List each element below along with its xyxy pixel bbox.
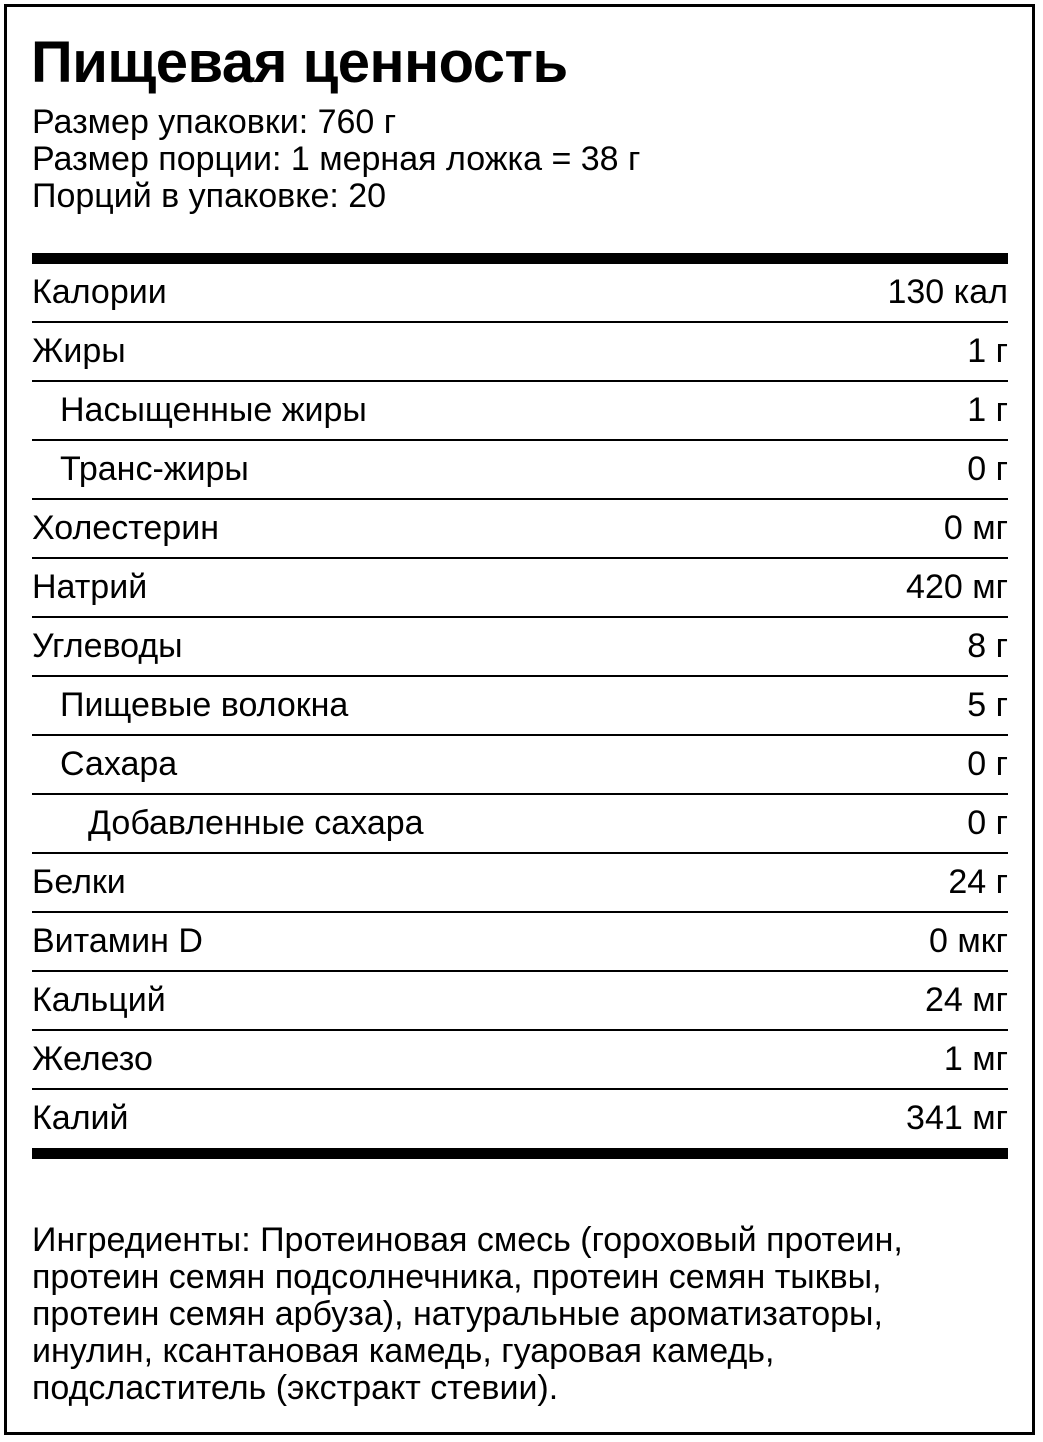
nutrient-label: Кальций [32,981,166,1019]
nutrient-value: 420 мг [906,568,1008,606]
nutrient-row: Сахара 0 г [32,736,1008,795]
nutrient-label: Сахара [60,745,178,783]
nutrient-row: Белки 24 г [32,854,1008,913]
nutrient-label: Насыщенные жиры [60,391,367,429]
nutrient-value: 0 г [967,450,1008,488]
nutrient-value: 24 мг [924,981,1008,1019]
nutrient-label: Железо [32,1040,153,1078]
nutrient-label: Витамин D [32,922,203,960]
nutrient-row: Добавленные сахара 0 г [32,795,1008,854]
nutrient-row: Железо 1 мг [32,1031,1008,1090]
ingredients-text: Ингредиенты: Протеиновая смесь (гороховы… [32,1222,903,1407]
nutrient-row: Жиры 1 г [32,323,1008,382]
nutrient-label: Натрий [32,568,148,606]
nutrient-row: Пищевые волокна 5 г [32,677,1008,736]
ingredients-line: Ингредиенты: Протеиновая смесь (гороховы… [32,1221,903,1259]
ingredients-line: подсластитель (экстракт стевии). [32,1369,559,1407]
servings-per-package: Порций в упаковке: 20 [32,177,387,215]
nutrient-row: Натрий 420 мг [32,559,1008,618]
label-frame [4,4,1035,1435]
nutrient-value: 1 г [967,332,1008,370]
nutrient-label: Жиры [32,332,126,370]
nutrient-value: 1 мг [943,1040,1008,1078]
nutrient-value: 130 кал [887,273,1008,311]
nutrient-label: Калории [32,273,167,311]
nutrient-value: 0 г [967,745,1008,783]
nutrient-row: Транс-жиры 0 г [32,441,1008,500]
nutrient-label: Транс-жиры [60,450,249,488]
ingredients-line: протеин семян арбуза), натуральные арома… [32,1295,883,1333]
ingredients-line: инулин, ксантановая камедь, гуаровая кам… [32,1332,775,1370]
nutrient-row: Холестерин 0 мг [32,500,1008,559]
nutrient-value: 0 мг [943,509,1008,547]
nutrient-value: 5 г [967,686,1008,724]
nutrient-row: Витамин D 0 мкг [32,913,1008,972]
nutrient-row: Углеводы 8 г [32,618,1008,677]
nutrient-value: 0 мкг [928,922,1008,960]
nutrient-value: 8 г [967,627,1008,665]
nutrient-value: 1 г [967,391,1008,429]
serving-info: Размер упаковки: 760 г Размер порции: 1 … [32,104,640,215]
top-thick-divider [32,253,1008,264]
page-title: Пищевая ценность [31,30,568,95]
nutrient-label: Холестерин [32,509,219,547]
nutrient-label: Добавленные сахара [88,804,424,842]
nutrient-label: Белки [32,863,126,901]
nutrient-label: Углеводы [32,627,183,665]
ingredients-line: протеин семян подсолнечника, протеин сем… [32,1258,882,1296]
nutrient-label: Пищевые волокна [60,686,349,724]
nutrient-value: 0 г [967,804,1008,842]
nutrient-label: Калий [32,1099,129,1137]
nutrient-value: 24 г [948,863,1008,901]
nutrient-value: 341 мг [906,1099,1008,1137]
nutrient-table: Калории 130 кал Жиры 1 г Насыщенные жиры 1 г Т… [32,264,1008,1147]
bottom-thick-divider [32,1148,1008,1159]
serving-size: Размер порции: 1 мерная ложка = 38 г [32,140,641,178]
nutrient-row: Насыщенные жиры 1 г [32,382,1008,441]
nutrient-row: Калории 130 кал [32,264,1008,323]
package-size: Размер упаковки: 760 г [32,103,397,141]
nutrient-row: Кальций 24 мг [32,972,1008,1031]
nutrient-row: Калий 341 мг [32,1090,1008,1147]
